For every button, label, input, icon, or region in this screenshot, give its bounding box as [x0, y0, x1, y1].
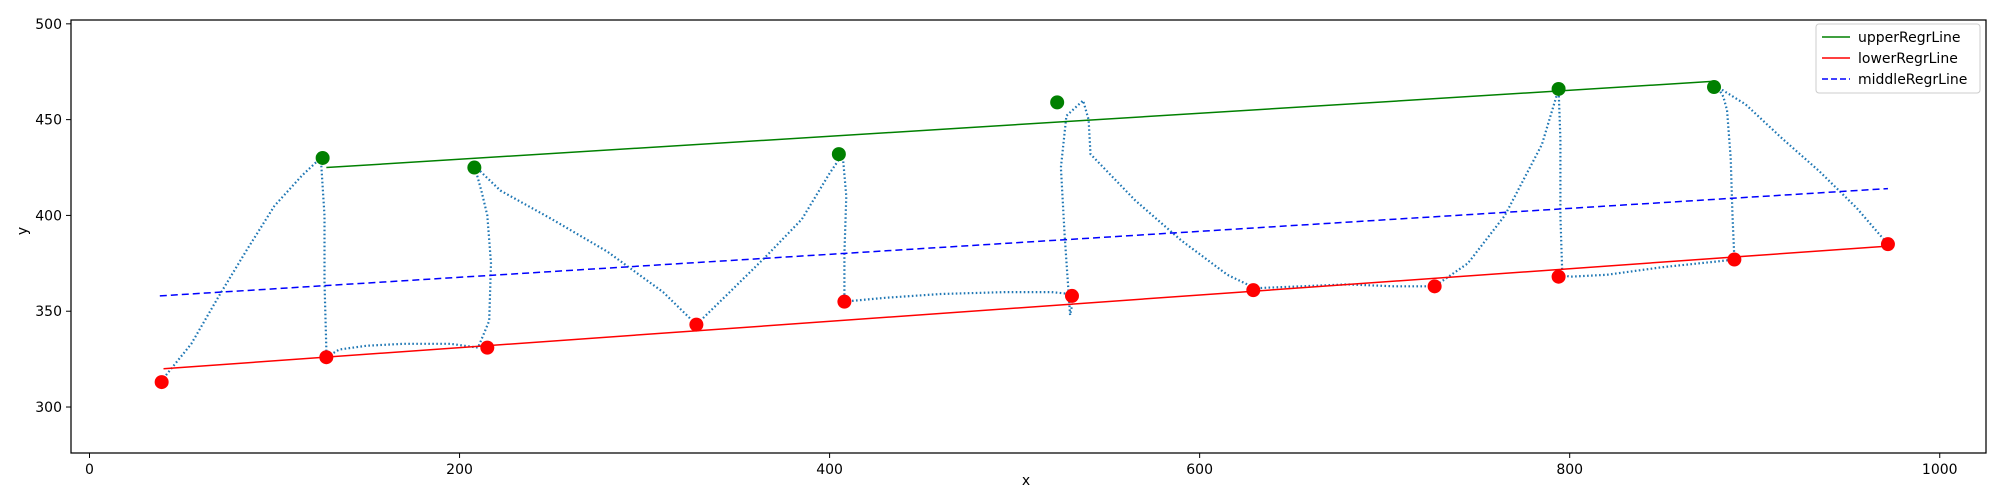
- x-tick-label: 800: [1556, 462, 1583, 478]
- regression-lines-layer: [159, 80, 1888, 370]
- y-tick-label: 300: [35, 400, 62, 416]
- x-tick-label: 200: [446, 462, 473, 478]
- plot-frame: [70, 19, 1987, 454]
- lower-marker: [154, 375, 169, 390]
- lower-marker: [1246, 283, 1261, 298]
- legend-box: [1815, 23, 1981, 94]
- lower-marker: [1880, 237, 1895, 252]
- y-axis: 300 350 400 450 500: [35, 17, 71, 416]
- legend-label-lowerRegrLine: lowerRegrLine: [1858, 51, 1958, 67]
- x-axis-label: x: [1022, 473, 1030, 489]
- x-tick-label: 400: [816, 462, 843, 478]
- series-line-middleRegrLine: [159, 187, 1888, 297]
- lower-marker: [689, 317, 704, 332]
- series-line-lowerRegrLine: [163, 245, 1888, 370]
- lower-marker: [1727, 252, 1742, 267]
- lower-marker: [319, 350, 334, 365]
- lower-marker: [480, 340, 495, 355]
- upper-marker: [1707, 80, 1722, 95]
- upper-marker: [467, 160, 482, 175]
- x-tick-label: 1000: [1922, 462, 1958, 478]
- y-tick-label: 400: [35, 208, 62, 224]
- upper-marker: [831, 147, 846, 162]
- upper-marker: [1551, 81, 1566, 96]
- lower-marker: [1064, 288, 1079, 303]
- legend: upperRegrLine lowerRegrLine middleRegrLi…: [1815, 23, 1981, 94]
- lower-marker: [1551, 269, 1566, 284]
- y-tick-label: 500: [35, 17, 62, 33]
- legend-label-middleRegrLine: middleRegrLine: [1858, 72, 1967, 88]
- upper-marker: [315, 150, 330, 165]
- markers-layer: [154, 80, 1895, 390]
- y-tick-label: 450: [35, 113, 62, 129]
- series-line-upperRegrLine: [326, 80, 1715, 169]
- y-axis-label: y: [15, 227, 31, 235]
- x-axis: 0 200 400 600 800 1000: [85, 453, 1958, 478]
- legend-label-upperRegrLine: upperRegrLine: [1858, 30, 1961, 46]
- lower-marker: [1427, 279, 1442, 294]
- x-tick-label: 0: [85, 462, 94, 478]
- upper-marker: [1050, 95, 1065, 110]
- lower-marker: [837, 294, 852, 309]
- y-tick-label: 350: [35, 304, 62, 320]
- x-tick-label: 600: [1186, 462, 1213, 478]
